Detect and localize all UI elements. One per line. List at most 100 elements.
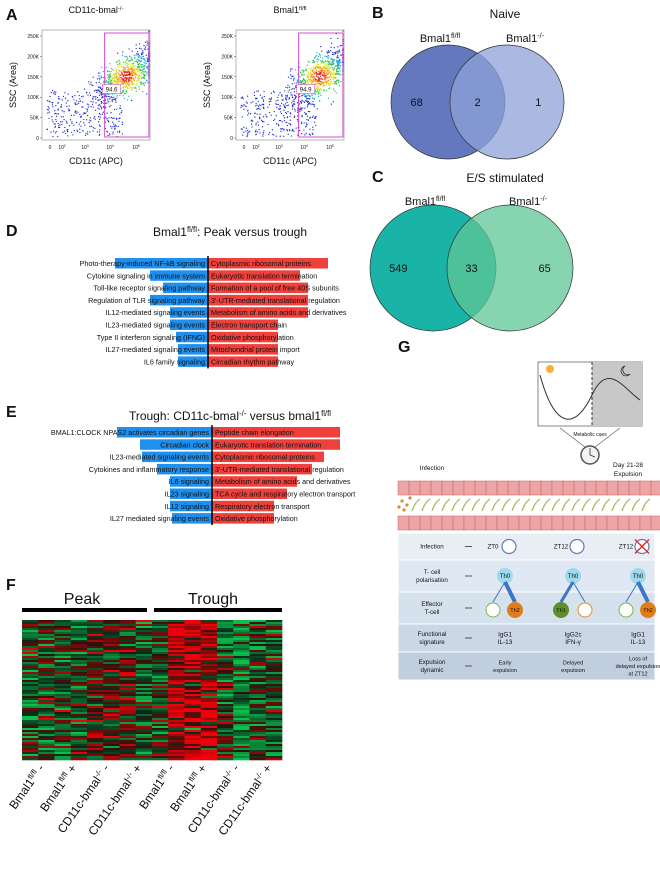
worm <box>602 499 610 511</box>
y-tick-label: 150K <box>27 75 39 81</box>
heat-cell <box>168 688 185 690</box>
event-dot <box>100 91 101 92</box>
event-dot <box>112 133 113 134</box>
event-dot <box>52 106 53 107</box>
event-dot <box>240 107 241 108</box>
heat-cell <box>233 748 250 750</box>
heat-cell <box>38 660 55 662</box>
event-dot <box>323 76 324 77</box>
event-dot <box>342 30 343 31</box>
heat-cell <box>201 670 218 672</box>
event-dot <box>122 74 123 75</box>
event-dot <box>53 93 54 94</box>
heat-cell <box>103 654 120 656</box>
heat-cell <box>55 642 72 644</box>
event-dot <box>316 66 317 67</box>
heat-cell <box>217 752 234 754</box>
heat-cell <box>136 632 153 634</box>
heat-cell <box>103 674 120 676</box>
event-dot <box>334 47 335 48</box>
event-dot <box>94 116 95 117</box>
event-dot <box>132 83 133 84</box>
text-part: : Peak versus trough <box>197 225 307 239</box>
heat-cell <box>152 752 169 754</box>
heat-cell <box>136 710 153 712</box>
event-dot <box>132 75 133 76</box>
heat-cell <box>201 694 218 696</box>
event-dot <box>47 129 48 130</box>
heat-cell <box>22 656 39 658</box>
heat-cell <box>250 704 267 706</box>
event-dot <box>135 73 136 74</box>
event-dot <box>124 83 125 84</box>
heat-cell <box>55 640 72 642</box>
event-dot <box>127 69 128 70</box>
event-dot <box>310 72 311 73</box>
event-dot <box>123 69 124 70</box>
event-dot <box>337 51 338 52</box>
group-label: Peak <box>64 591 101 608</box>
event-dot <box>255 130 256 131</box>
heat-cell <box>266 744 283 746</box>
event-dot <box>263 132 264 133</box>
event-dot <box>268 134 269 135</box>
heat-cell <box>120 634 137 636</box>
gut-cell <box>497 481 508 495</box>
cell-text: Th0 <box>500 574 511 580</box>
event-dot <box>287 85 288 86</box>
heat-cell <box>38 716 55 718</box>
event-dot <box>340 74 341 75</box>
cell-text: Th0 <box>633 574 644 580</box>
event-dot <box>131 84 132 85</box>
venn-count: 2 <box>474 97 480 109</box>
event-dot <box>328 50 329 51</box>
heat-cell <box>217 750 234 752</box>
heat-cell <box>38 640 55 642</box>
event-dot <box>283 129 284 130</box>
event-dot <box>125 62 126 63</box>
superscript: fl/fl <box>436 195 446 203</box>
event-dot <box>124 78 125 79</box>
event-dot <box>332 74 333 75</box>
heat-cell <box>266 712 283 714</box>
pathway-label: Electron transport chain <box>211 321 287 330</box>
gut-cell <box>409 481 420 495</box>
heat-cell <box>120 670 137 672</box>
heat-cell <box>233 668 250 670</box>
heat-cell <box>233 692 250 694</box>
gut-cell <box>431 516 442 530</box>
heat-cell <box>38 746 55 748</box>
heat-cell <box>136 682 153 684</box>
heat-cell <box>217 674 234 676</box>
heat-cell <box>201 750 218 752</box>
heat-cell <box>152 686 169 688</box>
heat-cell <box>136 690 153 692</box>
event-dot <box>95 118 96 119</box>
event-dot <box>304 102 305 103</box>
heat-cell <box>71 702 88 704</box>
event-dot <box>127 78 128 79</box>
heat-cell <box>152 714 169 716</box>
heat-cell <box>152 696 169 698</box>
event-dot <box>331 103 332 104</box>
event-dot <box>112 97 113 98</box>
heat-cell <box>136 680 153 682</box>
worm <box>442 499 450 511</box>
event-dot <box>329 71 330 72</box>
heat-cell <box>136 740 153 742</box>
event-dot <box>263 99 264 100</box>
event-dot <box>120 77 121 78</box>
heat-cell <box>217 696 234 698</box>
event-dot <box>63 116 64 117</box>
event-dot <box>80 125 81 126</box>
event-dot <box>72 96 73 97</box>
event-dot <box>312 129 313 130</box>
heat-cell <box>168 700 185 702</box>
event-dot <box>143 77 144 78</box>
row-label: T-cell <box>425 609 440 616</box>
event-dot <box>109 74 110 75</box>
venn-count: 1 <box>535 97 541 109</box>
heat-cell <box>152 758 169 760</box>
heat-cell <box>266 714 283 716</box>
pathway-label: Photo-therapy-induced NF-kB signaling <box>80 259 205 268</box>
